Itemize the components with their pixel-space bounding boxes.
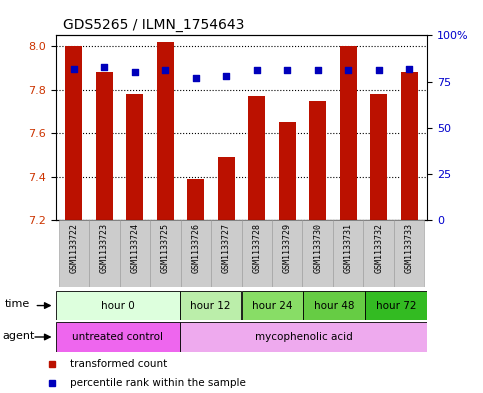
Bar: [370, 94, 387, 220]
Text: GSM1133733: GSM1133733: [405, 223, 413, 274]
Text: GSM1133730: GSM1133730: [313, 223, 322, 274]
Bar: [96, 72, 113, 220]
Point: [222, 73, 230, 79]
Point: [253, 67, 261, 73]
Text: untreated control: untreated control: [72, 332, 163, 342]
Text: GSM1133722: GSM1133722: [70, 223, 78, 274]
Bar: [180, 322, 427, 352]
Text: transformed count: transformed count: [70, 358, 167, 369]
Bar: [56, 291, 180, 320]
Bar: [150, 220, 181, 287]
Bar: [242, 291, 303, 320]
Point: [344, 67, 352, 73]
Bar: [248, 96, 265, 220]
Bar: [157, 42, 174, 220]
Point: [284, 67, 291, 73]
Bar: [366, 291, 427, 320]
Text: GSM1133726: GSM1133726: [191, 223, 200, 274]
Text: percentile rank within the sample: percentile rank within the sample: [70, 378, 246, 388]
Bar: [89, 220, 120, 287]
Bar: [333, 220, 363, 287]
Bar: [303, 291, 366, 320]
Text: hour 0: hour 0: [100, 301, 134, 310]
Text: GDS5265 / ILMN_1754643: GDS5265 / ILMN_1754643: [63, 18, 244, 32]
Bar: [66, 46, 82, 220]
Point: [131, 69, 139, 75]
Text: hour 24: hour 24: [252, 301, 293, 310]
Bar: [181, 220, 211, 287]
Bar: [340, 46, 356, 220]
Text: GSM1133723: GSM1133723: [100, 223, 109, 274]
Bar: [218, 157, 235, 220]
Bar: [58, 220, 89, 287]
Bar: [187, 179, 204, 220]
Point: [100, 64, 108, 70]
Text: hour 72: hour 72: [376, 301, 417, 310]
Text: GSM1133727: GSM1133727: [222, 223, 231, 274]
Text: hour 48: hour 48: [314, 301, 355, 310]
Text: GSM1133729: GSM1133729: [283, 223, 292, 274]
Point: [161, 67, 169, 73]
Bar: [394, 220, 425, 287]
Bar: [363, 220, 394, 287]
Bar: [302, 220, 333, 287]
Text: agent: agent: [3, 331, 35, 340]
Point: [405, 66, 413, 72]
Bar: [242, 220, 272, 287]
Text: time: time: [4, 299, 29, 309]
Text: GSM1133724: GSM1133724: [130, 223, 139, 274]
Bar: [180, 291, 242, 320]
Bar: [309, 101, 326, 220]
Bar: [401, 72, 417, 220]
Point: [375, 67, 383, 73]
Bar: [279, 122, 296, 220]
Text: GSM1133732: GSM1133732: [374, 223, 383, 274]
Point: [192, 75, 199, 81]
Bar: [127, 94, 143, 220]
Bar: [272, 220, 302, 287]
Bar: [56, 322, 180, 352]
Point: [314, 67, 322, 73]
Bar: [120, 220, 150, 287]
Text: GSM1133731: GSM1133731: [344, 223, 353, 274]
Point: [70, 66, 78, 72]
Text: GSM1133728: GSM1133728: [252, 223, 261, 274]
Text: mycophenolic acid: mycophenolic acid: [255, 332, 353, 342]
Text: hour 12: hour 12: [190, 301, 231, 310]
Bar: [211, 220, 242, 287]
Text: GSM1133725: GSM1133725: [161, 223, 170, 274]
